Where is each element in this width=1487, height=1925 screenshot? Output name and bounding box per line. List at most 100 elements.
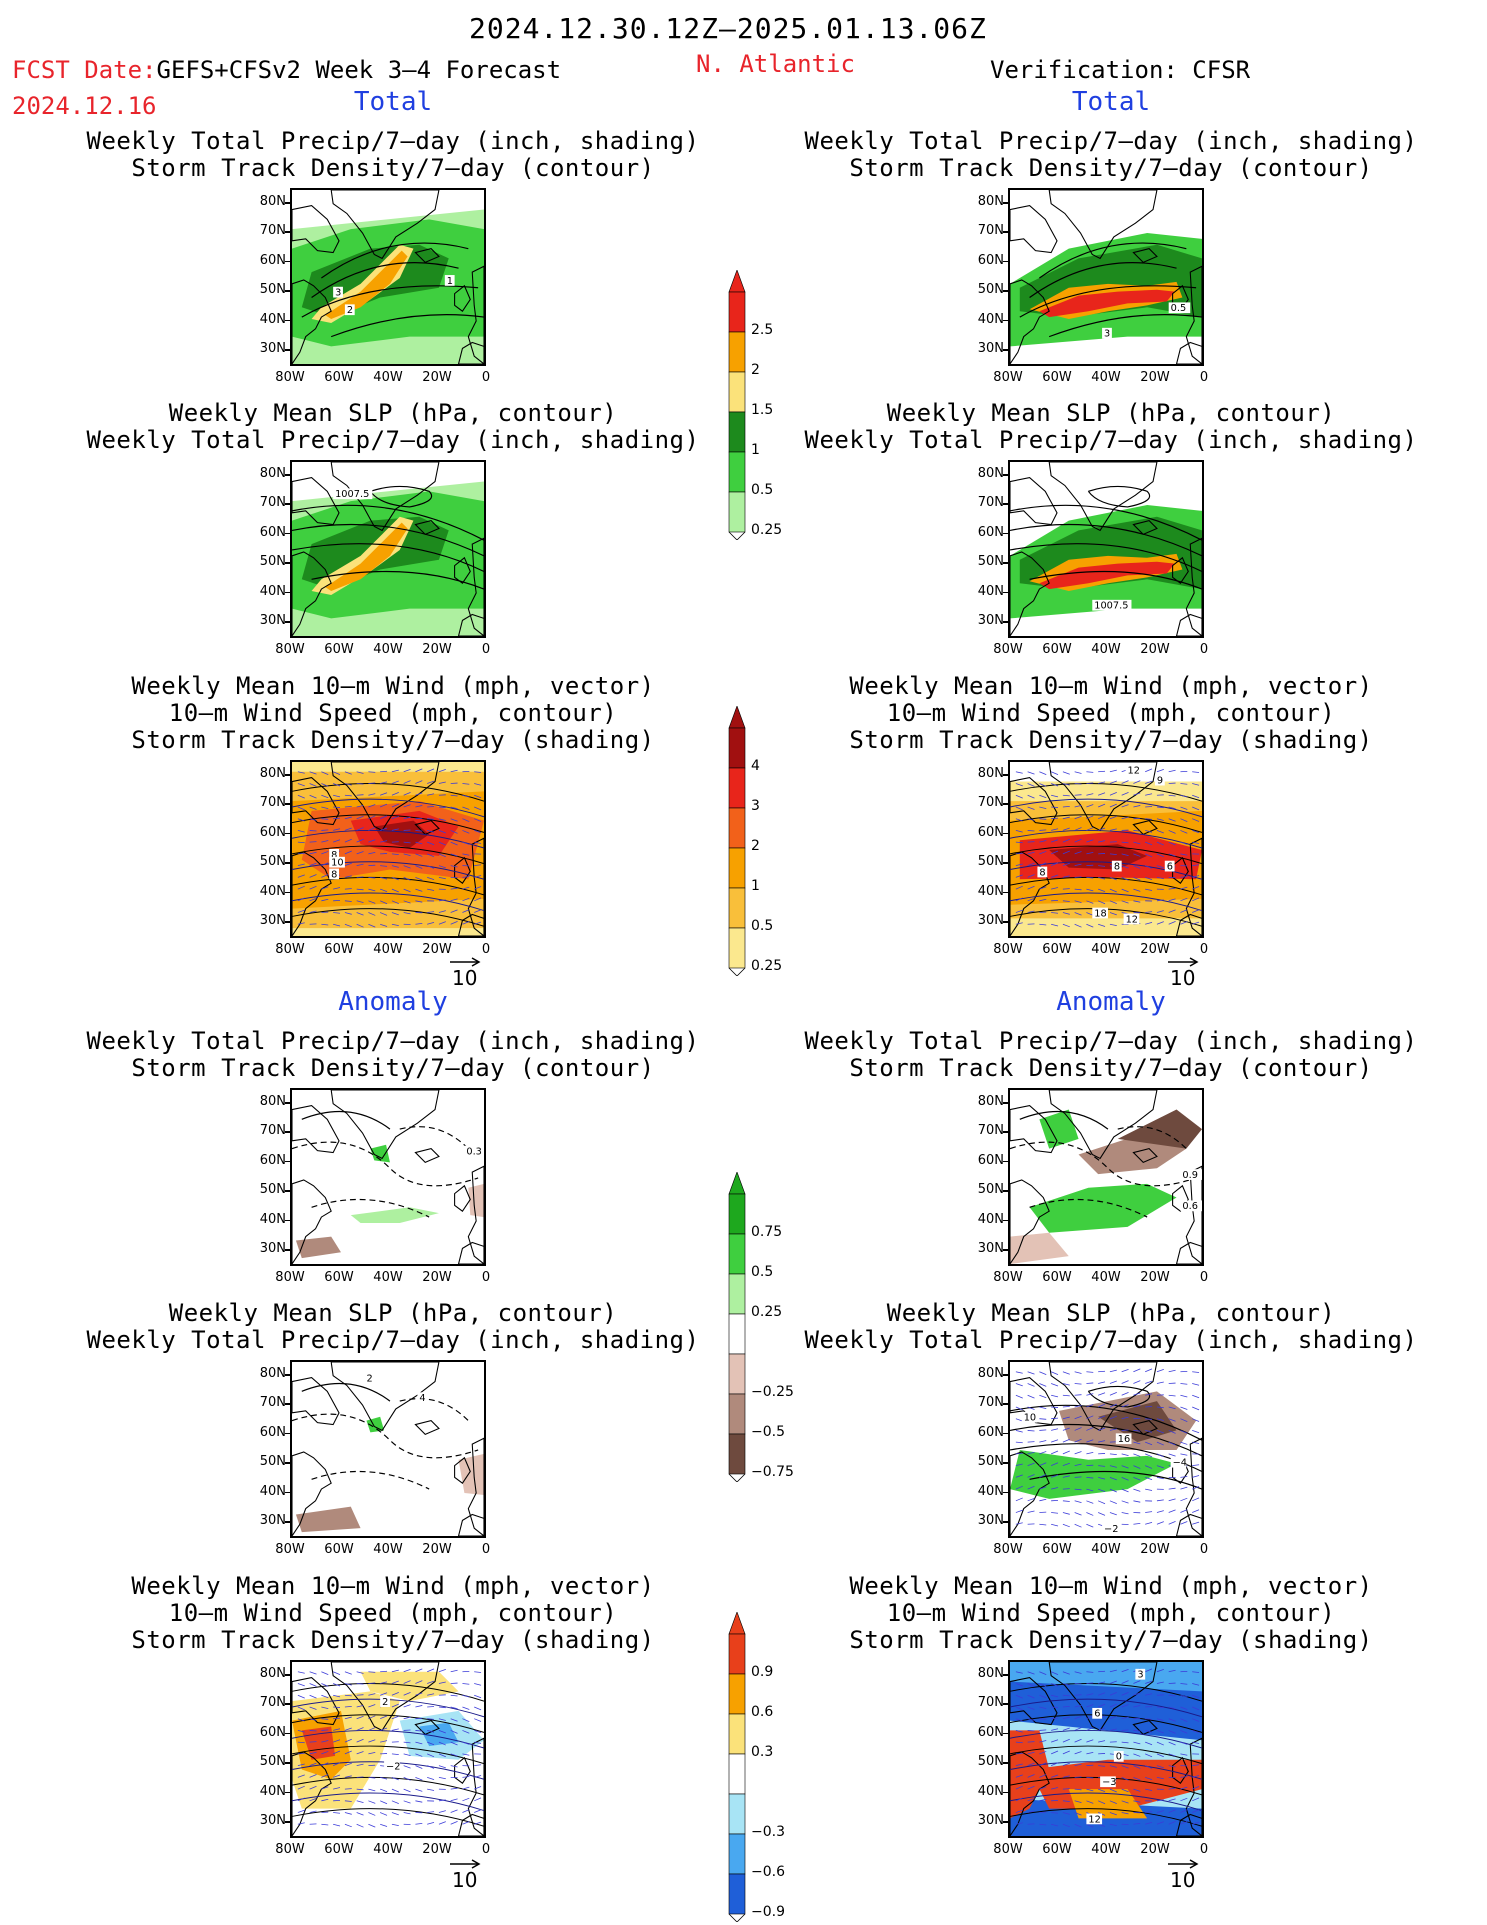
colorbar-label: 0.75 bbox=[751, 1224, 783, 1240]
lat-tick-label: 30N bbox=[977, 1513, 1004, 1528]
lat-tick-label: 70N bbox=[259, 1123, 286, 1139]
section-anomaly-right: Anomaly bbox=[1056, 987, 1166, 1017]
lon-tick-label: 80W bbox=[275, 942, 305, 957]
colorbar-swatch bbox=[728, 451, 746, 493]
shading-region bbox=[468, 1183, 484, 1218]
lat-tick-label: 60N bbox=[977, 252, 1004, 268]
lat-tick bbox=[285, 1491, 290, 1494]
lat-tick-label: 60N bbox=[259, 1424, 286, 1440]
lon-tick-label: 80W bbox=[275, 1542, 305, 1557]
lat-tick bbox=[1003, 774, 1008, 776]
lat-tick-label: 70N bbox=[259, 223, 286, 239]
lat-tick bbox=[1003, 1160, 1008, 1163]
lat-tick-label: 50N bbox=[259, 854, 286, 870]
lon-tick-label: 0 bbox=[1199, 1842, 1209, 1857]
lat-tick-label: 70N bbox=[259, 495, 286, 511]
lat-tick bbox=[1003, 231, 1008, 233]
title-p9: Weekly Mean SLP (hPa, contour) Weekly Tot… bbox=[86, 1299, 700, 1354]
lon-tick-label: 20W bbox=[422, 1542, 452, 1557]
lat-tick-label: 40N bbox=[977, 1783, 1004, 1799]
lat-tick bbox=[1003, 1703, 1008, 1705]
colorbar-swatch bbox=[728, 887, 746, 929]
map-panel-p5: 8 10 8 bbox=[290, 760, 486, 938]
lat-tick-label: 50N bbox=[977, 282, 1004, 298]
lat-tick bbox=[285, 832, 290, 835]
colorbar-label: 3 bbox=[751, 798, 760, 814]
colorbar-swatch bbox=[728, 807, 746, 849]
valid-period: 2024.12.30.12Z—2025.01.13.06Z bbox=[469, 12, 987, 45]
lon-tick-label: 60W bbox=[324, 642, 354, 657]
contour-label: 0 bbox=[1116, 1752, 1122, 1763]
lat-tick bbox=[1003, 1190, 1008, 1192]
lon-tick-label: 80W bbox=[275, 642, 305, 657]
contour-label: 2 bbox=[366, 1374, 372, 1385]
lon-tick-label: 60W bbox=[1042, 642, 1072, 657]
colorbar-label: 1 bbox=[751, 878, 760, 894]
colorbar-swatch bbox=[728, 1713, 746, 1755]
lat-tick-label: 80N bbox=[977, 1666, 1004, 1681]
lat-tick bbox=[285, 319, 290, 322]
lat-tick-label: 50N bbox=[259, 1454, 286, 1470]
lon-tick-label: 0 bbox=[1199, 370, 1209, 385]
vector-ref-total-left: 10 bbox=[450, 957, 481, 990]
lat-tick bbox=[285, 1403, 290, 1405]
lat-tick bbox=[285, 231, 290, 233]
lat-tick-label: 50N bbox=[259, 554, 286, 570]
contour-label: 8 bbox=[331, 850, 337, 861]
lat-tick bbox=[285, 1190, 290, 1192]
lon-tick-label: 0 bbox=[481, 370, 491, 385]
lat-tick bbox=[285, 1791, 290, 1794]
colorbar-swatch bbox=[728, 1753, 746, 1795]
lat-tick bbox=[285, 532, 290, 535]
lat-tick bbox=[285, 1762, 290, 1764]
colorbar-precip_total bbox=[728, 270, 746, 540]
contour-label: −4 bbox=[1173, 1458, 1187, 1469]
contour-label: 12 bbox=[1126, 914, 1138, 925]
colorbar-swatch bbox=[728, 1353, 746, 1395]
lat-tick-label: 40N bbox=[259, 1783, 286, 1799]
lat-tick-label: 50N bbox=[977, 1754, 1004, 1770]
lat-tick bbox=[285, 1432, 290, 1435]
lon-tick-label: 60W bbox=[1042, 1542, 1072, 1557]
colorbar-label: −0.75 bbox=[751, 1464, 794, 1480]
shading-region bbox=[458, 1453, 484, 1495]
lat-tick bbox=[1003, 290, 1008, 292]
map-plot-p2: 30.5 bbox=[1010, 190, 1202, 364]
lat-tick-label: 80N bbox=[977, 194, 1004, 209]
lat-tick bbox=[1003, 319, 1008, 322]
verification-label: Verification: CFSR bbox=[990, 56, 1251, 84]
lon-tick-label: 60W bbox=[1042, 1842, 1072, 1857]
lon-tick-label: 20W bbox=[422, 942, 452, 957]
colorbar-swatch bbox=[728, 1273, 746, 1315]
lon-tick-label: 20W bbox=[1140, 642, 1170, 657]
colorbar-label: 0.9 bbox=[751, 1664, 774, 1680]
lon-tick-label: 40W bbox=[373, 642, 403, 657]
lon-tick-label: 60W bbox=[324, 1842, 354, 1857]
map-panel-p6: 12 9 8 8 6 18 12 bbox=[1008, 760, 1204, 938]
lat-tick-label: 30N bbox=[977, 913, 1004, 928]
lat-tick-label: 70N bbox=[977, 1395, 1004, 1411]
contour-label: −3 bbox=[1102, 1777, 1116, 1788]
coastline bbox=[1010, 1362, 1202, 1536]
lat-tick bbox=[285, 474, 290, 476]
lat-tick-label: 30N bbox=[259, 341, 286, 356]
map-panel-p2: 3 0.5 bbox=[1008, 188, 1204, 366]
map-plot-p7: 0.3 bbox=[292, 1090, 484, 1264]
colorbar-precip_anom bbox=[728, 1172, 746, 1482]
map-panel-p3: 1007.5 bbox=[290, 460, 486, 638]
lat-tick-label: 60N bbox=[259, 252, 286, 268]
region-label: N. Atlantic bbox=[696, 50, 855, 78]
shading-region bbox=[295, 1236, 341, 1259]
lat-tick-label: 50N bbox=[259, 1182, 286, 1198]
colorbar-label: 0.6 bbox=[751, 1704, 774, 1720]
lon-tick-label: 80W bbox=[993, 370, 1023, 385]
colorbar-label: −0.3 bbox=[751, 1824, 785, 1840]
lat-tick bbox=[1003, 1732, 1008, 1735]
lat-tick bbox=[1003, 1762, 1008, 1764]
lat-tick bbox=[1003, 1131, 1008, 1133]
lon-tick-label: 40W bbox=[1091, 1842, 1121, 1857]
title-p2: Weekly Total Precip/7—day (inch, shading… bbox=[804, 127, 1418, 182]
lat-tick-label: 60N bbox=[259, 1724, 286, 1740]
